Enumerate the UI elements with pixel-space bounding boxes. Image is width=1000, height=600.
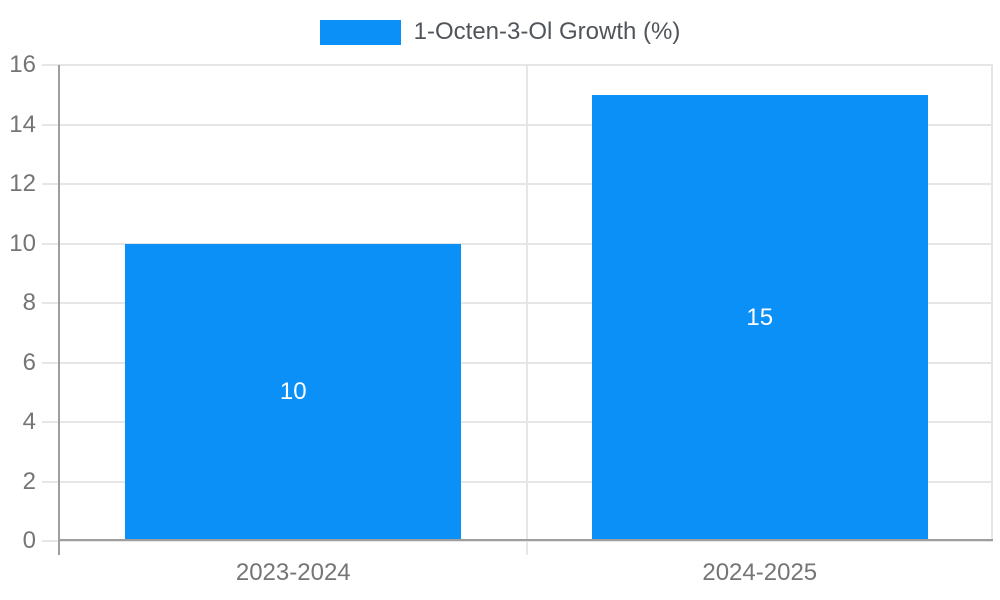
legend[interactable]: 1-Octen-3-Ol Growth (%) <box>0 18 1000 46</box>
y-tick-label: 2 <box>22 467 36 495</box>
gridline <box>42 183 993 185</box>
x-tick-label: 2024-2025 <box>702 559 818 586</box>
legend-label: 1-Octen-3-Ol Growth (%) <box>413 18 681 45</box>
plot-right-border <box>991 65 993 541</box>
legend-swatch <box>319 19 401 45</box>
y-axis-line <box>58 65 60 555</box>
gridline <box>42 302 993 304</box>
bar-2023-2024[interactable]: 10 <box>125 243 462 541</box>
y-tick-label: 8 <box>22 289 36 316</box>
gridline <box>42 361 993 364</box>
x-axis-line <box>60 539 993 541</box>
x-tick-label: 2023-2024 <box>235 559 351 586</box>
bar-value-label: 15 <box>746 303 774 331</box>
gridline <box>42 421 993 423</box>
bar-2024-2025[interactable]: 15 <box>591 94 928 541</box>
gridline <box>42 480 993 483</box>
y-tick-label: 6 <box>22 348 36 376</box>
gridline <box>42 540 993 542</box>
y-tick-label: 0 <box>22 527 36 554</box>
bar-value-label: 10 <box>279 378 307 406</box>
gridline <box>42 242 993 245</box>
category-divider <box>525 65 528 555</box>
y-tick-label: 14 <box>9 110 36 138</box>
y-tick-label: 10 <box>9 229 36 257</box>
y-tick-label: 16 <box>9 51 36 78</box>
y-tick-label: 4 <box>22 408 36 435</box>
gridline <box>42 64 993 66</box>
plot-area: 10 15 <box>42 64 993 555</box>
gridline <box>42 123 993 126</box>
y-tick-label: 12 <box>9 170 36 197</box>
